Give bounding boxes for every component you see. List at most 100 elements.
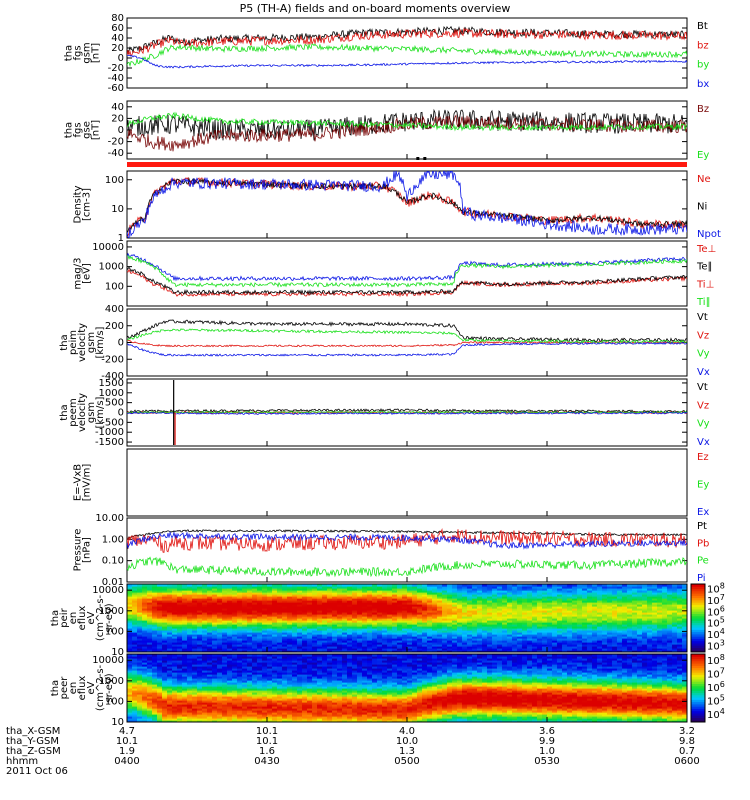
series-Vx bbox=[127, 341, 687, 357]
legend-Pe: Pe bbox=[697, 556, 709, 567]
y-axis-label: [nT] bbox=[91, 43, 102, 63]
legend-Vz: Vz bbox=[697, 330, 709, 341]
ephemeris-value: 10.1 bbox=[256, 736, 278, 747]
legend-Ti∥: Ti∥ bbox=[696, 297, 711, 308]
y-axis-label: gse bbox=[82, 121, 93, 139]
legend-Pb: Pb bbox=[697, 538, 709, 549]
y-tick-label: 1500 bbox=[99, 378, 124, 389]
y-axis-label: (cm^2-s- bbox=[95, 664, 106, 711]
legend-Ni: Ni bbox=[697, 202, 707, 213]
y-axis-label: [km/s] bbox=[95, 396, 106, 428]
legend-bz: bz bbox=[697, 40, 709, 51]
legend-Ti⊥: Ti⊥ bbox=[696, 279, 714, 290]
panel-density: 1 10 100 Density[cm-3] Ne Ni Npot bbox=[73, 170, 721, 244]
legend-Vt: Vt bbox=[697, 382, 708, 393]
ephemeris-value: 0500 bbox=[394, 756, 419, 767]
y-axis-label: Density bbox=[73, 185, 84, 223]
mode-bar bbox=[127, 162, 687, 167]
y-axis-label: tha bbox=[59, 334, 70, 350]
y-axis-label: [cm-3] bbox=[82, 188, 93, 221]
y-axis-label: sr-eV) bbox=[104, 603, 115, 632]
y-axis-label: eV bbox=[86, 611, 97, 624]
legend-Vy: Vy bbox=[697, 419, 710, 430]
y-tick-label: 0 bbox=[118, 338, 124, 349]
y-tick-label: 1000 bbox=[99, 606, 124, 617]
y-tick-label: -200 bbox=[101, 354, 124, 365]
legend-Vz: Vz bbox=[697, 400, 709, 411]
legend-Ex: Ex bbox=[697, 507, 709, 518]
y-tick-label: 10000 bbox=[92, 655, 124, 666]
series-Vy bbox=[127, 328, 687, 344]
y-axis-label: peem bbox=[68, 398, 79, 426]
y-tick-label: 0 bbox=[118, 53, 124, 64]
y-axis-label: tha bbox=[50, 610, 61, 626]
legend-Ey: Ey bbox=[697, 150, 709, 161]
y-axis-label: tha bbox=[50, 680, 61, 696]
y-axis-label: (cm^2-s- bbox=[95, 594, 106, 641]
y-axis-label: velocity bbox=[77, 323, 88, 362]
legend-Ne: Ne bbox=[697, 174, 711, 185]
ephemeris-row-label: tha_Z-GSM bbox=[6, 746, 61, 757]
legend-Ey: Ey bbox=[697, 480, 709, 491]
colorbar-tick-label: 104 bbox=[707, 707, 725, 721]
ephemeris-value: 0400 bbox=[114, 756, 139, 767]
y-tick-label: 1000 bbox=[99, 676, 124, 687]
ephemeris-value: 9.9 bbox=[539, 736, 555, 747]
legend-Te⊥: Te⊥ bbox=[696, 244, 716, 255]
series-Pt bbox=[127, 528, 687, 539]
legend-Npot: Npot bbox=[697, 229, 721, 240]
series-Bt bbox=[127, 108, 687, 141]
y-axis-label: en bbox=[68, 612, 79, 625]
panel-exb: E=-VxB[mV/m] Ez Ey Ex bbox=[73, 448, 709, 518]
y-axis-label: peir bbox=[59, 607, 70, 627]
y-axis-label: en bbox=[68, 682, 79, 695]
legend-Te∥: Te∥ bbox=[696, 262, 713, 273]
y-axis-label: [nPa] bbox=[82, 537, 93, 563]
y-axis-label: [eV] bbox=[82, 263, 93, 284]
series-Ne bbox=[127, 176, 687, 238]
y-axis-label: [km/s] bbox=[95, 326, 106, 358]
y-tick-label: -400 bbox=[101, 371, 124, 382]
y-tick-label: 10000 bbox=[92, 242, 124, 253]
ephemeris-value: 10.0 bbox=[396, 736, 418, 747]
ephemeris-value: 4.0 bbox=[399, 726, 415, 737]
y-axis-label: tha bbox=[64, 45, 75, 61]
y-tick-label: 100 bbox=[105, 696, 124, 707]
mode-marker bbox=[423, 157, 427, 160]
y-tick-label: 100 bbox=[105, 175, 124, 186]
series-Bt bbox=[127, 25, 687, 55]
y-tick-label: 10000 bbox=[92, 585, 124, 596]
colorbar-tick-label: 106 bbox=[707, 680, 725, 694]
ephemeris-value: 1.3 bbox=[399, 746, 415, 757]
y-axis-label: eV bbox=[86, 681, 97, 694]
ephemeris-value: 3.6 bbox=[539, 726, 555, 737]
y-tick-label: 100 bbox=[105, 626, 124, 637]
y-tick-label: 10.00 bbox=[95, 513, 124, 524]
colorbar-tick-label: 107 bbox=[707, 666, 725, 680]
ephemeris-row-label: tha_Y-GSM bbox=[6, 736, 59, 747]
y-tick-label: 0.01 bbox=[102, 577, 124, 588]
ephemeris-row-label: hhmm bbox=[6, 756, 38, 767]
y-axis-label: Pressure bbox=[73, 529, 84, 572]
y-axis-label: eflux bbox=[77, 676, 88, 701]
ephemeris-value: 10.1 bbox=[256, 726, 278, 737]
colorbar-tick-label: 105 bbox=[707, 694, 725, 708]
colorbar-tick-label: 108 bbox=[707, 653, 725, 667]
y-axis-label: gsm bbox=[82, 42, 93, 63]
y-tick-label: -60 bbox=[108, 83, 124, 94]
y-axis-label: eflux bbox=[77, 606, 88, 631]
y-tick-label: 0 bbox=[118, 408, 124, 419]
series-bx bbox=[127, 54, 687, 69]
series-Vt bbox=[127, 407, 687, 414]
ephemeris-value: 0600 bbox=[674, 756, 699, 767]
series-Ni bbox=[127, 177, 687, 234]
y-tick-label: -500 bbox=[101, 417, 124, 428]
series-Npot bbox=[127, 171, 687, 238]
